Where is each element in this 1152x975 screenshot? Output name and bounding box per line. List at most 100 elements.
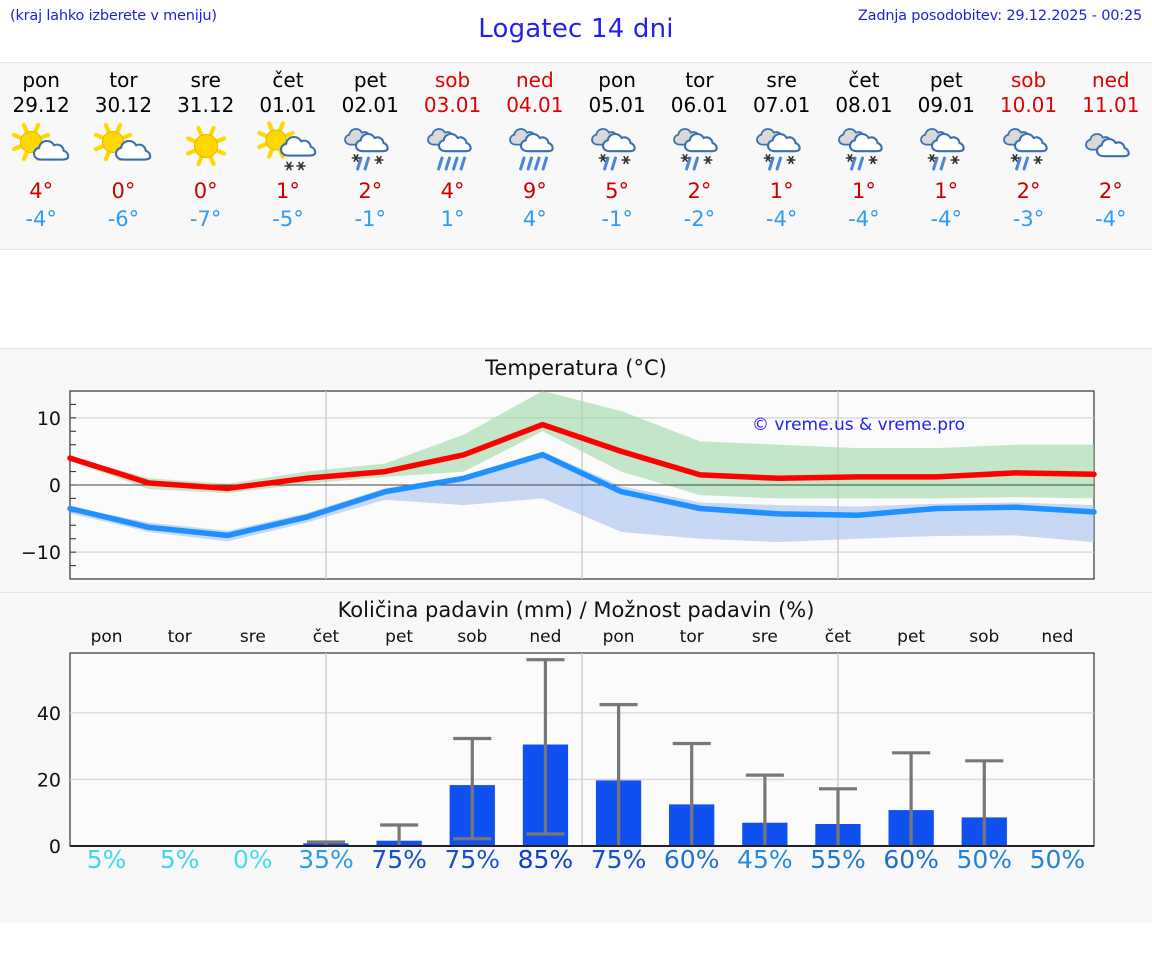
day-name: pet bbox=[929, 68, 963, 92]
precipitation-day-label: ned bbox=[1041, 627, 1074, 647]
day-date: 04.01 bbox=[506, 93, 564, 117]
day-forecast-cell: sob 10.01 2° -3° bbox=[987, 63, 1069, 249]
cloud-sleet-icon bbox=[907, 120, 985, 176]
precipitation-day-label: sre bbox=[751, 627, 778, 647]
svg-text:0: 0 bbox=[49, 475, 61, 497]
cloud-rain-icon bbox=[414, 120, 492, 176]
day-max-temp: 2° bbox=[1098, 179, 1123, 203]
precipitation-day-label: pon bbox=[602, 627, 635, 647]
day-max-temp: 4° bbox=[440, 179, 465, 203]
cloud-sleet-icon bbox=[331, 120, 409, 176]
day-min-temp: -7° bbox=[189, 207, 222, 231]
day-forecast-cell: tor 06.01 2° -2° bbox=[658, 63, 740, 249]
day-forecast-cell: čet 01.01 1° -5° bbox=[247, 63, 329, 249]
day-forecast-cell: sob 03.01 4° 1° bbox=[411, 63, 493, 249]
day-name: sob bbox=[434, 68, 471, 92]
day-name: tor bbox=[685, 68, 714, 92]
day-min-temp: 4° bbox=[522, 207, 547, 231]
precipitation-day-label: pet bbox=[385, 627, 414, 647]
page-title: Logatec 14 dni bbox=[478, 14, 674, 44]
day-max-temp: 2° bbox=[1016, 179, 1041, 203]
precipitation-probability-labels: 5% 5% 0% 35% 75% 75% 85% 75% 60% 45% 55% 60% 50% 50% bbox=[70, 845, 1094, 874]
day-date: 03.01 bbox=[423, 93, 482, 117]
precipitation-day-label: čet bbox=[824, 627, 852, 647]
day-date: 09.01 bbox=[917, 93, 975, 117]
precipitation-chart-panel: Količina padavin (mm) / Možnost padavin … bbox=[0, 593, 1152, 923]
svg-text:0: 0 bbox=[49, 836, 61, 858]
day-name: sre bbox=[766, 68, 797, 92]
day-name: pet bbox=[353, 68, 387, 92]
sun-icon bbox=[167, 120, 245, 176]
day-name: ned bbox=[515, 68, 554, 92]
svg-text:−10: −10 bbox=[21, 542, 61, 564]
page-header: (kraj lahko izberete v meniju) Logatec 1… bbox=[0, 0, 1152, 62]
daily-forecast-strip: pon 29.12 4° -4° tor 30.12 0° -6° sre 31.12 0° -7… bbox=[0, 62, 1152, 250]
precipitation-plot: 40 20 0 bbox=[0, 593, 1152, 923]
day-min-temp: -2° bbox=[683, 207, 716, 231]
day-min-temp: -4° bbox=[1095, 207, 1127, 231]
day-forecast-cell: pet 09.01 1° -4° bbox=[905, 63, 987, 249]
sun-cloud-icon bbox=[84, 120, 162, 176]
cloud-sleet-icon bbox=[743, 120, 821, 176]
day-name: ned bbox=[1091, 68, 1130, 92]
precipitation-probability-label: 45% bbox=[737, 845, 793, 874]
precipitation-day-label: pon bbox=[90, 627, 123, 647]
temperature-plot: 10 0 −10 bbox=[0, 349, 1152, 592]
day-date: 05.01 bbox=[588, 93, 646, 117]
day-forecast-cell: čet 08.01 1° -4° bbox=[823, 63, 905, 249]
day-name: čet bbox=[848, 68, 880, 92]
precipitation-chart-title: Količina padavin (mm) / Možnost padavin … bbox=[337, 598, 815, 622]
precipitation-day-label: sob bbox=[969, 627, 1000, 647]
precipitation-probability-label: 75% bbox=[444, 845, 501, 874]
temperature-chart-title: Temperatura (°C) bbox=[485, 356, 667, 380]
day-name: pon bbox=[22, 68, 60, 92]
precipitation-day-label: sre bbox=[239, 627, 266, 647]
cloud-sleet-icon bbox=[660, 120, 738, 176]
precipitation-day-label: ned bbox=[529, 627, 562, 647]
day-max-temp: 1° bbox=[276, 179, 300, 203]
day-forecast-cell: tor 30.12 0° -6° bbox=[82, 63, 164, 249]
day-name: sob bbox=[1010, 68, 1047, 92]
day-min-temp: -3° bbox=[1012, 207, 1045, 231]
last-updated-label: Zadnja posodobitev: 29.12.2025 - 00:25 bbox=[857, 8, 1142, 24]
day-forecast-cell: ned 11.01 2° -4° bbox=[1070, 63, 1152, 249]
precipitation-probability-label: 75% bbox=[590, 845, 647, 874]
day-max-temp: 4° bbox=[29, 179, 54, 203]
day-date: 10.01 bbox=[999, 93, 1058, 117]
day-min-temp: -4° bbox=[25, 207, 57, 231]
day-forecast-cell: pet 02.01 2° -1° bbox=[329, 63, 411, 249]
cloud-icon bbox=[1072, 120, 1150, 176]
precipitation-probability-label: 55% bbox=[810, 845, 866, 874]
day-date: 31.12 bbox=[177, 93, 235, 117]
precipitation-day-labels: pon tor sre čet pet sob ned pon tor sre čet pet sob n… bbox=[70, 627, 1094, 647]
cloud-sleet-icon bbox=[990, 120, 1068, 176]
day-forecast-cell: pon 29.12 4° -4° bbox=[0, 63, 82, 249]
day-max-temp: 1° bbox=[852, 179, 876, 203]
temperature-chart-panel: Temperatura (°C) 10 0 −10 © vreme.us & vre… bbox=[0, 348, 1152, 593]
precipitation-probability-label: 0% bbox=[233, 845, 273, 874]
precipitation-day-label: tor bbox=[679, 627, 704, 647]
precipitation-day-label: pet bbox=[897, 627, 926, 647]
precipitation-day-label: sob bbox=[457, 627, 488, 647]
day-min-temp: -4° bbox=[930, 207, 962, 231]
day-min-temp: 1° bbox=[440, 207, 465, 231]
day-name: čet bbox=[272, 68, 304, 92]
day-max-temp: 2° bbox=[687, 179, 712, 203]
day-max-temp: 9° bbox=[522, 179, 547, 203]
svg-text:10: 10 bbox=[37, 408, 61, 430]
precipitation-probability-label: 60% bbox=[663, 845, 720, 874]
svg-text:20: 20 bbox=[37, 769, 61, 791]
day-forecast-cell: pon 05.01 5° -1° bbox=[576, 63, 658, 249]
day-name: pon bbox=[598, 68, 636, 92]
day-max-temp: 1° bbox=[934, 179, 959, 203]
day-date: 08.01 bbox=[835, 93, 893, 117]
day-name: tor bbox=[109, 68, 138, 92]
day-forecast-cell: ned 04.01 9° 4° bbox=[494, 63, 576, 249]
day-date: 29.12 bbox=[12, 93, 70, 117]
day-min-temp: -4° bbox=[765, 207, 798, 231]
day-min-temp: -4° bbox=[848, 207, 880, 231]
precipitation-probability-label: 5% bbox=[159, 845, 200, 874]
precipitation-probability-label: 60% bbox=[883, 845, 939, 874]
precipitation-day-label: tor bbox=[167, 627, 192, 647]
day-date: 30.12 bbox=[94, 93, 153, 117]
